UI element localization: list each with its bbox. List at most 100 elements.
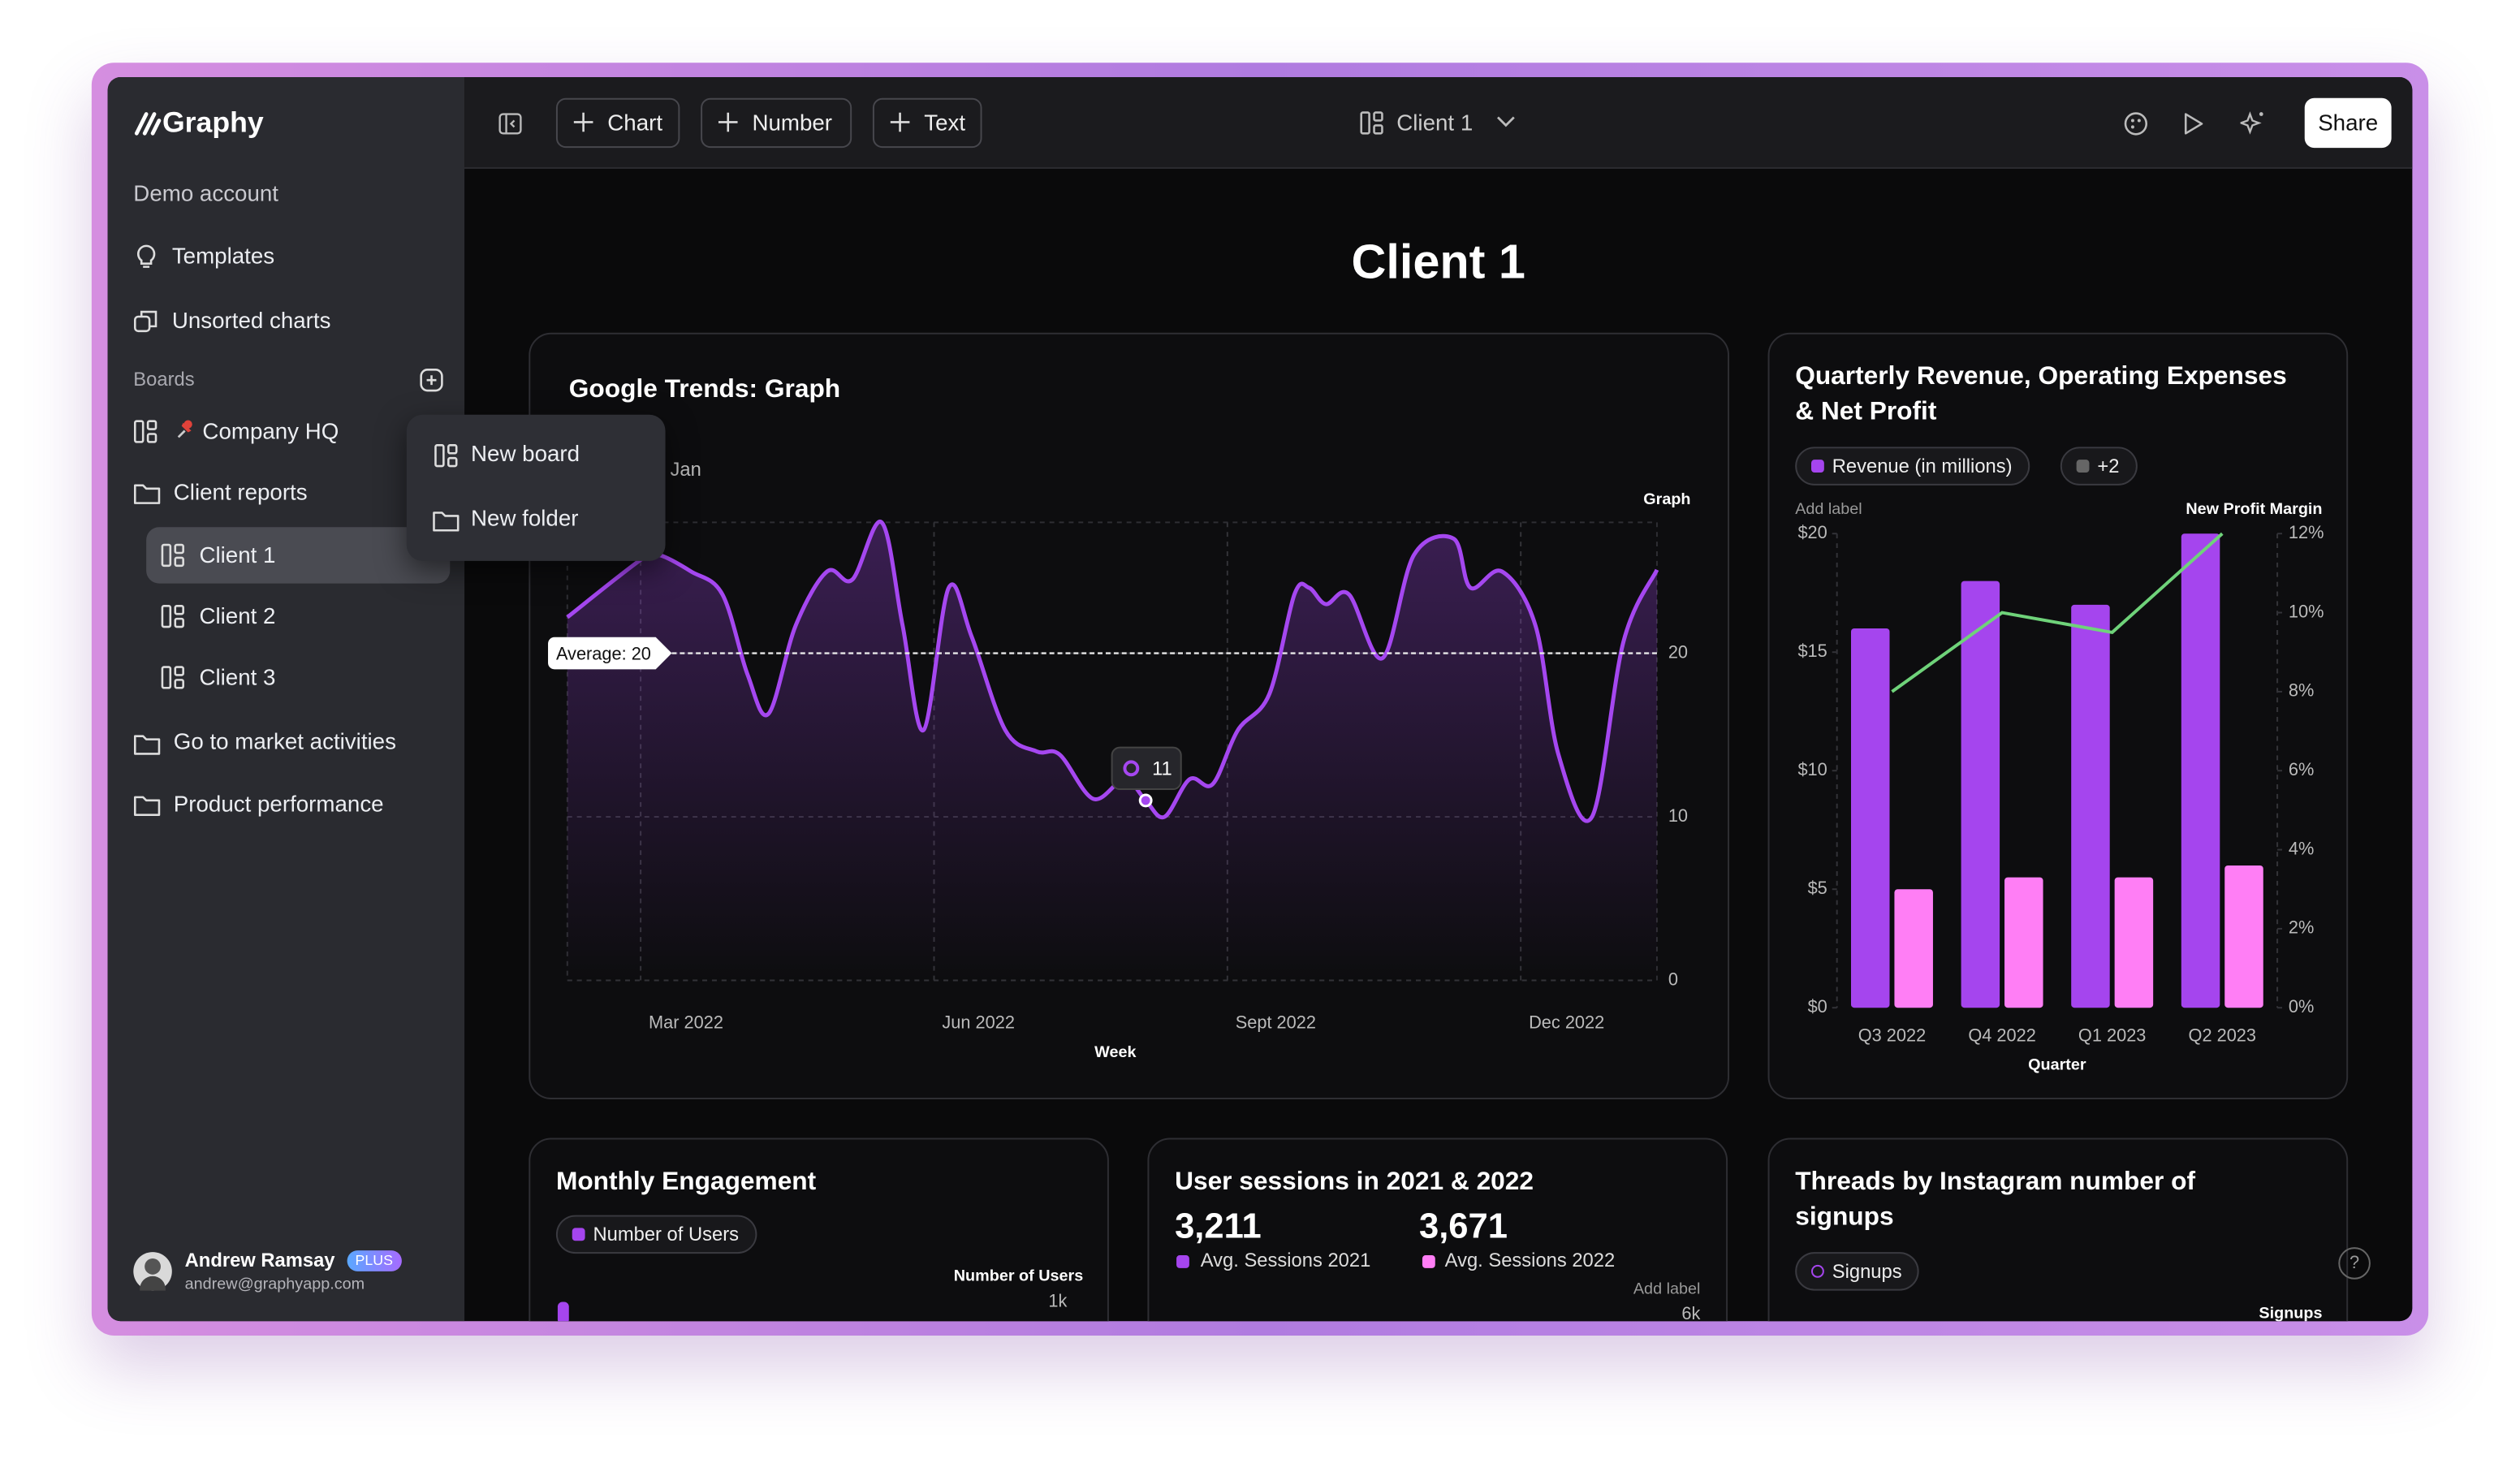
tooltip-box	[1111, 746, 1182, 791]
folder-item[interactable]: Go to market activities	[173, 727, 396, 754]
y2-tick-label: 10%	[2289, 601, 2324, 621]
bar	[2114, 877, 2154, 1008]
average-label-box	[548, 637, 672, 670]
menu-item[interactable]: New folder	[471, 504, 579, 531]
account[interactable]: Demo account	[133, 179, 279, 206]
stat-value: 3,211	[1175, 1205, 1262, 1246]
axis-label: Signups	[2259, 1305, 2323, 1323]
folder-item[interactable]: Product performance	[173, 790, 384, 817]
legend-chip[interactable]: Number of Users	[555, 1215, 757, 1254]
y2-tick-label: 4%	[2289, 838, 2314, 858]
legend-swatch	[1810, 460, 1824, 473]
icon	[161, 605, 184, 628]
x-tick-label: Mar 2022	[649, 1012, 723, 1033]
help-button[interactable]: ?	[2338, 1247, 2371, 1280]
legend-label: Number of Users	[593, 1223, 740, 1246]
button-label: Number	[752, 109, 833, 136]
chevron[interactable]	[1496, 116, 1516, 129]
icon	[133, 310, 158, 333]
average-label: Average: 20	[556, 643, 651, 663]
axis-label: Number of Users	[953, 1267, 1084, 1286]
x-tick-label: Q4 2022	[1968, 1025, 2036, 1046]
tooltip-point	[1138, 793, 1153, 808]
x-axis-label: Week	[1094, 1043, 1137, 1061]
y-tick-label: 20	[1668, 641, 1688, 662]
x-tick-label: Sept 2022	[1236, 1012, 1316, 1033]
icon	[161, 543, 184, 568]
add-board-button[interactable]	[420, 368, 444, 392]
theme-button[interactable]	[2123, 111, 2149, 137]
plan-badge: PLUS	[347, 1250, 401, 1271]
y2-tick-label: 8%	[2289, 680, 2314, 701]
bar	[2004, 877, 2043, 1008]
page-title: Client 1	[1351, 235, 1525, 290]
nav-item[interactable]: Templates	[171, 242, 275, 269]
tooltip-swatch	[1123, 760, 1140, 777]
y2-tick-label: 6%	[2289, 759, 2314, 779]
board-selector[interactable]: Client 1	[1396, 109, 1474, 136]
board-item[interactable]: Company HQ	[202, 417, 339, 444]
y-axis-label: Graph	[1643, 490, 1690, 508]
bar-stub	[557, 1301, 569, 1322]
legend-swatch	[572, 1228, 585, 1241]
y2-tick-label: 12%	[2289, 522, 2324, 542]
icon	[133, 484, 161, 504]
button-label: Text	[924, 109, 966, 136]
stat-value: 3,671	[1418, 1205, 1508, 1246]
button-label: Chart	[607, 109, 663, 136]
ai-button[interactable]	[2240, 110, 2267, 137]
tick-label: 1k	[1048, 1292, 1068, 1312]
number-card[interactable]	[1147, 1137, 1728, 1322]
legend-chip[interactable]: Signups	[1795, 1252, 1920, 1291]
boards-heading: Boards	[133, 368, 195, 391]
board-item[interactable]: Client 2	[199, 602, 276, 629]
y2-tick-label: 0%	[2289, 996, 2314, 1017]
bar	[1961, 581, 2000, 1008]
legend-chip[interactable]: Revenue (in millions)	[1795, 447, 2030, 486]
share-button[interactable]: Share	[2304, 97, 2392, 149]
present-button[interactable]	[2181, 111, 2205, 137]
board-item[interactable]: Client 3	[199, 663, 276, 690]
context-menu: New board New folder	[406, 414, 666, 561]
x-tick-label: Dec 2022	[1529, 1012, 1604, 1033]
x-tick-label: Q3 2022	[1858, 1025, 1927, 1046]
y-tick-label: $10	[1797, 759, 1827, 779]
y-tick-label: $5	[1808, 878, 1827, 898]
card-title: Google Trends: Graph	[568, 376, 841, 404]
x-tick-label: Q2 2023	[2189, 1025, 2257, 1046]
stat-swatch	[1422, 1255, 1435, 1268]
legend-swatch	[2076, 460, 2090, 473]
user-name: Andrew Ramsay	[184, 1249, 335, 1271]
collapse-sidebar-button[interactable]	[498, 113, 523, 136]
y-tick-label: $15	[1797, 641, 1827, 661]
logo: Graphy	[162, 106, 264, 139]
x-tick-label: Jun 2022	[942, 1012, 1015, 1033]
stat-label: Avg. Sessions 2022	[1444, 1249, 1616, 1271]
add-number-button[interactable]: Number	[701, 97, 852, 149]
card-title: Monthly Engagement	[555, 1168, 817, 1196]
add-chart-button[interactable]: Chart	[555, 97, 680, 149]
icon	[133, 796, 161, 816]
icon	[161, 666, 184, 689]
y-tick-label: $20	[1797, 522, 1827, 542]
bar	[2181, 533, 2220, 1008]
legend-label: Revenue (in millions)	[1832, 455, 2013, 477]
y-axis-label: Add label	[1795, 500, 1862, 518]
tooltip-value: 11	[1152, 758, 1172, 780]
board-item[interactable]: Client 1	[199, 542, 276, 568]
nav-item[interactable]: Unsorted charts	[171, 307, 331, 333]
legend-more-chip[interactable]: +2	[2060, 447, 2138, 486]
card-title: User sessions in 2021 & 2022	[1175, 1168, 1534, 1196]
add-text-button[interactable]: Text	[872, 97, 982, 149]
folder-item[interactable]: Client reports	[173, 478, 308, 505]
selected-highlight	[146, 527, 451, 584]
y2-axis-label: New Profit Margin	[2186, 500, 2322, 518]
menu-item[interactable]: New board	[471, 440, 580, 467]
icon	[133, 420, 158, 443]
y-tick-label: 0	[1668, 969, 1678, 989]
user-email: andrew@graphyapp.com	[184, 1276, 365, 1294]
icon	[434, 444, 458, 468]
